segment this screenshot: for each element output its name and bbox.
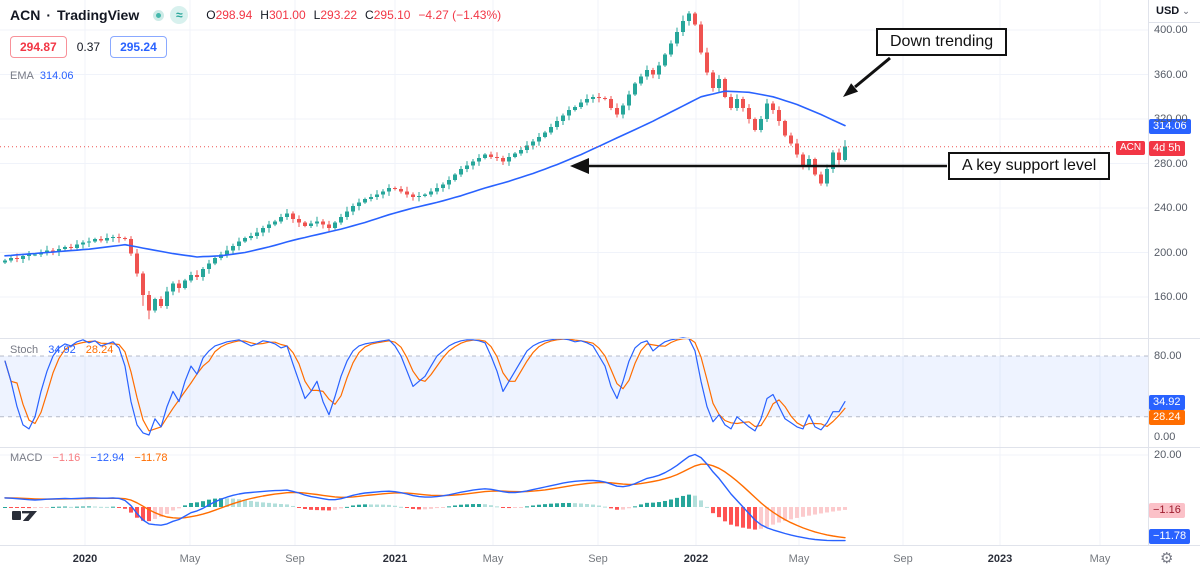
price-tick: 360.00 [1154, 68, 1188, 81]
spread-value: 0.37 [76, 40, 101, 54]
time-axis-label: 2021 [382, 553, 408, 565]
time-axis-label: May [788, 553, 810, 565]
time-axis-label: 2022 [683, 553, 709, 565]
price-tick: 400.00 [1154, 24, 1188, 36]
ema-label: EMA [10, 70, 34, 82]
macd-signal-value: −11.78 [134, 452, 168, 464]
symbol-title[interactable]: ACN [10, 7, 41, 23]
stoch-tick: 0.00 [1154, 431, 1176, 443]
price-tick: 320.00 [1154, 113, 1188, 125]
stoch-label: Stoch [10, 344, 39, 356]
time-axis-label: Sep [285, 553, 305, 565]
stoch-legend[interactable]: Stoch 34.92 28.24 [10, 344, 120, 356]
currency-separator [1148, 22, 1200, 23]
open-label: O [206, 8, 216, 22]
time-axis-label: May [179, 553, 201, 565]
bid-price-button[interactable]: 294.87 [10, 36, 67, 58]
ohlc-readout: O298.94 H301.00 L293.22 C295.10 −4.27 (−… [206, 8, 501, 22]
open-value: 298.94 [215, 8, 253, 22]
chart-legend: ACN · TradingView ≈ O298.94 H301.00 L293… [10, 6, 501, 24]
change-value: −4.27 (−1.43%) [418, 8, 502, 22]
time-axis-label: Sep [893, 553, 913, 565]
symbol-price-tag: ACN [1116, 141, 1146, 155]
price-tick: 200.00 [1154, 246, 1188, 259]
stoch-d-value: 28.24 [85, 344, 114, 356]
stoch-k-value: 34.92 [48, 344, 76, 356]
pane-divider-macd[interactable] [0, 447, 1200, 448]
time-axis-label: 2023 [987, 553, 1013, 565]
wave-icon[interactable]: ≈ [170, 6, 189, 24]
macd-hist-badge: −1.16 [1149, 503, 1185, 518]
tradingview-logo[interactable] [12, 507, 38, 532]
macd-hist-value: −1.16 [52, 452, 81, 464]
chart-canvas[interactable] [0, 0, 1148, 545]
low-label: L [313, 8, 321, 22]
ask-price-button[interactable]: 295.24 [110, 36, 167, 58]
price-tick: 240.00 [1154, 202, 1188, 214]
macd-line-badge: −11.78 [1149, 529, 1191, 544]
macd-label: MACD [10, 452, 43, 464]
close-value: 295.10 [373, 8, 411, 22]
ema-value: 314.06 [39, 70, 74, 82]
tradingview-logo-icon [12, 511, 37, 521]
close-label: C [365, 8, 374, 22]
stoch-d-badge: 28.24 [1149, 410, 1185, 425]
chevron-down-icon: ⌄ [1182, 6, 1190, 16]
platform-name[interactable]: TradingView [57, 7, 140, 23]
time-axis-label: May [482, 553, 504, 565]
stoch-k-badge: 34.92 [1149, 395, 1185, 410]
time-axis-label: 2020 [72, 553, 98, 565]
time-axis-label: May [1089, 553, 1111, 565]
time-axis-border [0, 545, 1200, 546]
price-tick: 280.00 [1154, 157, 1188, 170]
price-axis[interactable] [1148, 0, 1200, 545]
gear-icon[interactable]: ⚙ [1160, 550, 1174, 567]
time-axis-label: Sep [588, 553, 608, 565]
ema-legend[interactable]: EMA 314.06 [10, 70, 74, 82]
high-value: 301.00 [268, 8, 306, 22]
high-label: H [260, 8, 269, 22]
price-tick: 160.00 [1154, 291, 1188, 303]
title-separator: · [46, 7, 52, 23]
macd-tick: 20.00 [1154, 449, 1182, 462]
macd-line-value: −12.94 [90, 452, 125, 464]
quote-row: 294.87 0.37 295.24 [10, 36, 167, 58]
price-axis-border [1148, 0, 1149, 545]
bar-countdown-badge: 4d 5h [1149, 141, 1185, 156]
stoch-tick: 80.00 [1154, 350, 1182, 362]
low-value: 293.22 [320, 8, 358, 22]
ema-badge: 314.06 [1149, 119, 1191, 134]
currency-selector[interactable]: USD ⌄ [1156, 5, 1190, 17]
pane-divider-stoch[interactable] [0, 338, 1200, 339]
annotation-down-trending[interactable]: Down trending [876, 28, 1008, 56]
macd-legend[interactable]: MACD −1.16 −12.94 −11.78 [10, 452, 175, 464]
annotation-support-level[interactable]: A key support level [948, 152, 1111, 180]
currency-label: USD [1156, 5, 1180, 17]
status-dot-icon[interactable] [153, 9, 165, 21]
